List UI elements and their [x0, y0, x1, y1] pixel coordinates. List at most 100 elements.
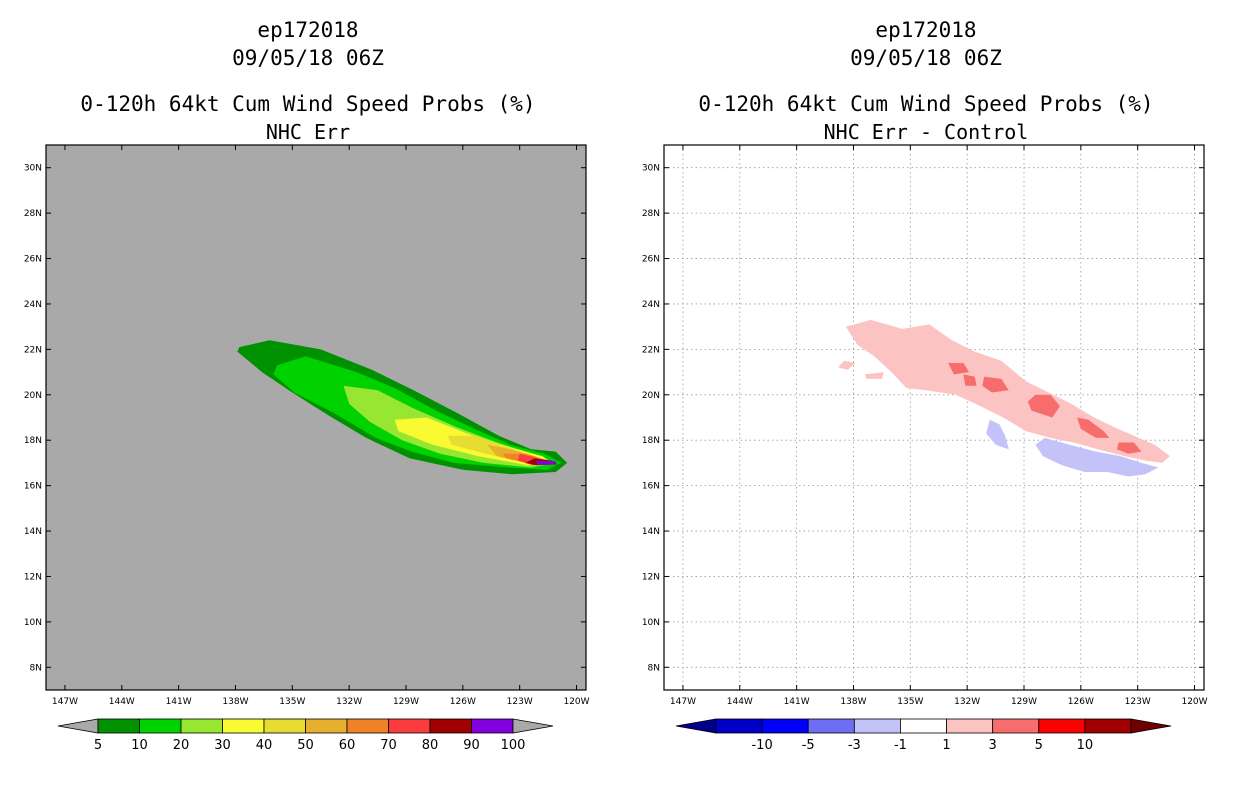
right-ytick-label-11: 8N: [648, 663, 660, 673]
left-colorbar-label-6: 60: [339, 738, 356, 753]
left-ytick-label-0: 30N: [24, 164, 42, 174]
right-xtick-label-0: 147W: [670, 697, 696, 707]
left-xtick-label-1: 144W: [109, 697, 135, 707]
right-colorbar-swatch-6: [992, 718, 1040, 734]
left-xtick-label-2: 141W: [166, 697, 192, 707]
left-colorbar-label-5: 50: [297, 738, 314, 753]
right-xtick-label-8: 123W: [1125, 697, 1151, 707]
right-xtick-label-7: 126W: [1068, 697, 1094, 707]
right-map-frame: [663, 144, 1205, 691]
right-colorbar-label-4: 1: [942, 738, 950, 753]
right-chart-title: 0-120h 64kt Cum Wind Speed Probs (%): [698, 92, 1154, 116]
left-xtick-label-5: 132W: [336, 697, 362, 707]
right-contour-3-4: [963, 374, 977, 386]
right-contour-3-7: [1077, 417, 1110, 438]
right-colorbar-swatch-7: [1038, 718, 1086, 734]
left-chart-subtitle: NHC Err: [265, 120, 351, 144]
right-contour--1-9: [986, 419, 1009, 450]
right-colorbar-label-3: -1: [894, 738, 907, 753]
right-xtick-label-2: 141W: [784, 697, 810, 707]
left-ytick-label-6: 18N: [24, 436, 42, 446]
left-colorbar-label-4: 40: [256, 738, 273, 753]
left-colorbar-swatch-6: [346, 718, 389, 734]
left-colorbar-label-1: 10: [131, 738, 148, 753]
left-colorbar-under-arrow: [57, 718, 99, 734]
left-ytick-label-7: 16N: [24, 482, 42, 492]
right-contour-3-6: [1027, 394, 1060, 418]
left-colorbar-swatch-0: [97, 718, 140, 734]
left-map-background: [46, 145, 586, 690]
right-colorbar-label-6: 5: [1035, 738, 1043, 753]
right-colorbar-swatch-4: [900, 718, 947, 734]
left-ytick-label-10: 10N: [24, 618, 42, 628]
right-title-block-2: 0-120h 64kt Cum Wind Speed Probs (%) NHC…: [646, 90, 1206, 146]
left-chart-title: 0-120h 64kt Cum Wind Speed Probs (%): [80, 92, 536, 116]
left-ytick-label-11: 8N: [30, 663, 42, 673]
right-colorbar-swatch-2: [807, 718, 855, 734]
right-colorbar-swatch-5: [946, 718, 994, 734]
left-colorbar-label-9: 90: [463, 738, 480, 753]
left-title-block: ep172018 09/05/18 06Z: [28, 16, 588, 72]
left-colorbar: 5 10 20 30 40 50 60 70 80 90 100: [57, 718, 554, 753]
left-ytick-label-5: 20N: [24, 391, 42, 401]
right-colorbar-under-arrow: [675, 718, 717, 734]
right-ytick-label-5: 20N: [642, 391, 660, 401]
left-colorbar-label-3: 30: [214, 738, 231, 753]
right-ytick-label-8: 14N: [642, 527, 660, 537]
left-ytick-label-4: 22N: [24, 345, 42, 355]
right-ytick-label-6: 18N: [642, 436, 660, 446]
left-ytick-label-9: 12N: [24, 572, 42, 582]
right-ytick-label-2: 26N: [642, 255, 660, 265]
right-colorbar-label-7: 10: [1077, 738, 1094, 753]
left-xtick-label-0: 147W: [52, 697, 78, 707]
right-colorbar-swatch-0: [715, 718, 763, 734]
right-contour-3-3: [948, 363, 970, 375]
left-colorbar-swatch-7: [388, 718, 431, 734]
left-map-frame: [45, 144, 587, 691]
right-xtick-label-6: 129W: [1011, 697, 1037, 707]
right-ytick-label-3: 24N: [642, 300, 660, 310]
right-ytick-label-9: 12N: [642, 572, 660, 582]
left-colorbar-over-arrow: [512, 718, 554, 734]
left-storm-id: ep172018: [257, 18, 359, 42]
left-colorbar-label-0: 5: [94, 738, 102, 753]
left-datetime: 09/05/18 06Z: [232, 46, 384, 70]
left-colorbar-swatch-2: [180, 718, 223, 734]
left-colorbar-swatch-5: [305, 718, 348, 734]
left-colorbar-swatch-9: [471, 718, 514, 734]
left-xtick-label-6: 129W: [393, 697, 419, 707]
right-xtick-label-9: 120W: [1181, 697, 1207, 707]
right-colorbar-label-1: -5: [802, 738, 815, 753]
left-colorbar-label-10: 100: [501, 738, 526, 753]
right-ytick-label-4: 22N: [642, 345, 660, 355]
right-xtick-label-1: 144W: [727, 697, 753, 707]
left-ytick-label-2: 26N: [24, 255, 42, 265]
left-title-block-2: 0-120h 64kt Cum Wind Speed Probs (%) NHC…: [28, 90, 588, 146]
left-xtick-label-4: 135W: [279, 697, 305, 707]
right-colorbar-swatch-3: [853, 718, 901, 734]
right-map-background: [664, 145, 1204, 690]
left-ytick-label-3: 24N: [24, 300, 42, 310]
left-colorbar-swatch-8: [429, 718, 472, 734]
left-colorbar-swatch-4: [263, 718, 306, 734]
right-storm-id: ep172018: [875, 18, 977, 42]
left-xtick-label-9: 120W: [563, 697, 589, 707]
right-chart-subtitle: NHC Err - Control: [823, 120, 1029, 144]
left-colorbar-label-7: 70: [380, 738, 397, 753]
right-ytick-label-7: 16N: [642, 482, 660, 492]
right-datetime: 09/05/18 06Z: [850, 46, 1002, 70]
right-xtick-label-5: 132W: [954, 697, 980, 707]
left-xtick-label-7: 126W: [450, 697, 476, 707]
right-colorbar-label-5: 3: [989, 738, 997, 753]
right-colorbar-swatch-1: [761, 718, 809, 734]
left-ytick-label-8: 14N: [24, 527, 42, 537]
right-colorbar-label-0: -10: [751, 738, 772, 753]
right-xtick-label-4: 135W: [897, 697, 923, 707]
left-contour-90-9: [536, 460, 556, 465]
right-ytick-label-0: 30N: [642, 164, 660, 174]
right-colorbar-label-2: -3: [848, 738, 861, 753]
left-xtick-label-8: 123W: [507, 697, 533, 707]
right-contour--1-10: [1035, 437, 1159, 477]
right-ytick-label-10: 10N: [642, 618, 660, 628]
